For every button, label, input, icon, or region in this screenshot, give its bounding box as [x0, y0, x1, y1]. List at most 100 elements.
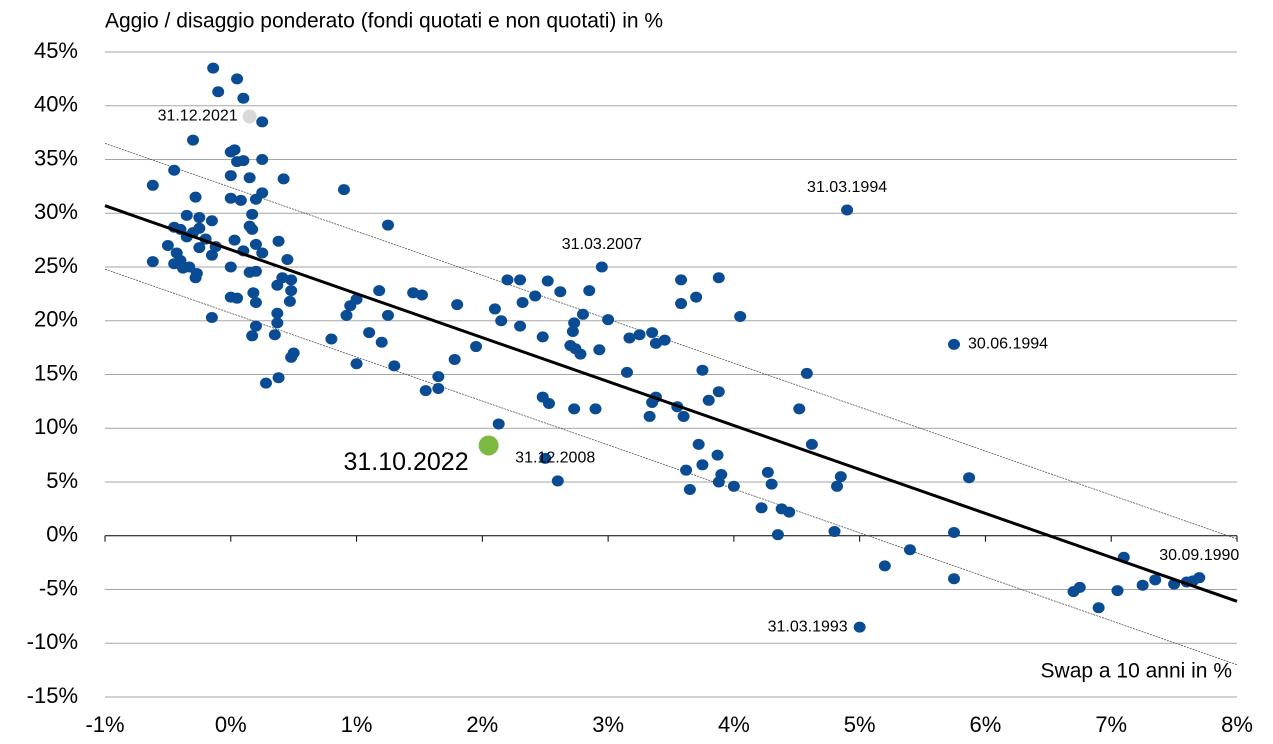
scatter-point	[228, 144, 241, 156]
scatter-point	[712, 386, 725, 398]
scatter-point	[256, 154, 269, 165]
scatter-point	[529, 290, 542, 302]
scatter-point	[180, 209, 193, 221]
scatter-point	[193, 242, 206, 254]
x-tick-label: 4%	[718, 712, 750, 737]
x-tick-label: 5%	[844, 712, 876, 737]
scatter-point	[963, 472, 976, 484]
scatter-point	[551, 475, 564, 487]
scatter-point	[161, 240, 174, 251]
y-tick-label: -15%	[27, 683, 78, 708]
scatter-point	[146, 179, 159, 191]
scatter-point	[566, 326, 579, 337]
scatter-point	[382, 219, 394, 231]
scatter-point	[583, 285, 596, 297]
scatter-point	[193, 222, 206, 234]
scatter-point	[1111, 585, 1124, 597]
scatter-point	[246, 223, 259, 235]
scatter-point	[337, 184, 350, 196]
scatter-point	[783, 506, 796, 518]
x-tick-label: 6%	[970, 712, 1002, 737]
scatter-point	[765, 478, 778, 490]
scatter-point	[268, 329, 281, 341]
scatter-point	[432, 382, 445, 394]
scatter-point	[432, 371, 445, 383]
scatter-point	[256, 247, 269, 259]
scatter-point	[259, 377, 272, 389]
scatter-point	[285, 274, 298, 286]
annotation: 31.12.2021	[158, 108, 238, 125]
annotation: 31.03.1993	[768, 618, 848, 635]
scatter-point	[712, 476, 725, 488]
x-tick-label: -1%	[85, 712, 124, 737]
scatter-point	[189, 272, 202, 284]
x-tick-label: 3%	[592, 712, 624, 737]
scatter-point	[595, 261, 608, 273]
y-tick-label: -5%	[39, 575, 78, 600]
scatter-point	[800, 367, 813, 379]
scatter-point	[207, 62, 220, 74]
scatter-point	[237, 92, 250, 104]
scatter-point	[696, 364, 709, 376]
scatter-point	[271, 307, 284, 319]
y-tick-label: 30%	[34, 199, 78, 224]
scatter-point	[677, 410, 690, 422]
scatter-point	[574, 348, 587, 360]
scatter-point	[620, 366, 633, 378]
annotation: 31.10.2022	[343, 448, 468, 476]
y-tick-label: 0%	[46, 522, 78, 547]
y-tick-label: 20%	[34, 307, 78, 332]
scatter-point	[187, 134, 200, 146]
scatter-point	[948, 573, 960, 585]
scatter-point	[340, 309, 353, 321]
annotation: 30.06.1994	[968, 336, 1048, 353]
scatter-point	[224, 192, 237, 204]
scatter-point	[1092, 602, 1105, 614]
x-axis-title: Swap a 10 anni in %	[1041, 660, 1232, 683]
scatter-point	[205, 215, 218, 227]
scatter-point	[542, 398, 555, 410]
scatter-point	[205, 312, 218, 324]
scatter-point	[350, 293, 363, 305]
scatter-point	[633, 329, 646, 341]
scatter-point	[593, 344, 606, 356]
scatter-point	[283, 295, 296, 307]
scatter-point	[249, 320, 262, 332]
scatter-point	[793, 403, 806, 415]
scatter-point	[350, 358, 363, 370]
scatter-point	[228, 234, 241, 246]
scatter-point	[495, 315, 508, 327]
scatter-point	[243, 172, 256, 184]
scatter-point	[841, 204, 854, 216]
scatter-point	[805, 438, 818, 450]
scatter-point	[271, 279, 284, 291]
scatter-point	[224, 291, 237, 303]
scatter-point	[1149, 574, 1162, 586]
scatter-point	[734, 310, 747, 322]
highlight-point	[478, 435, 499, 456]
scatter-point	[501, 274, 514, 286]
y-tick-label: 35%	[34, 145, 78, 170]
scatter-point	[1073, 581, 1086, 593]
scatter-point	[658, 334, 671, 346]
scatter-point	[388, 360, 401, 372]
scatter-point	[249, 238, 262, 250]
scatter-point	[249, 265, 262, 277]
scatter-point	[492, 418, 505, 430]
scatter-point	[514, 274, 527, 286]
scatter-point	[602, 314, 615, 326]
scatter-point	[272, 235, 285, 247]
scatter-point	[903, 544, 916, 556]
scatter-point	[675, 274, 688, 286]
annotation: 31.03.1994	[807, 179, 887, 196]
scatter-point	[287, 347, 300, 359]
scatter-point	[541, 275, 554, 287]
scatter-point	[878, 560, 891, 572]
scatter-point	[692, 438, 705, 450]
scatter-point	[415, 289, 428, 301]
scatter-point	[834, 471, 847, 483]
scatter-point	[761, 466, 774, 478]
scatter-point	[189, 191, 202, 203]
scatter-point	[249, 296, 262, 308]
scatter-point	[246, 330, 259, 342]
